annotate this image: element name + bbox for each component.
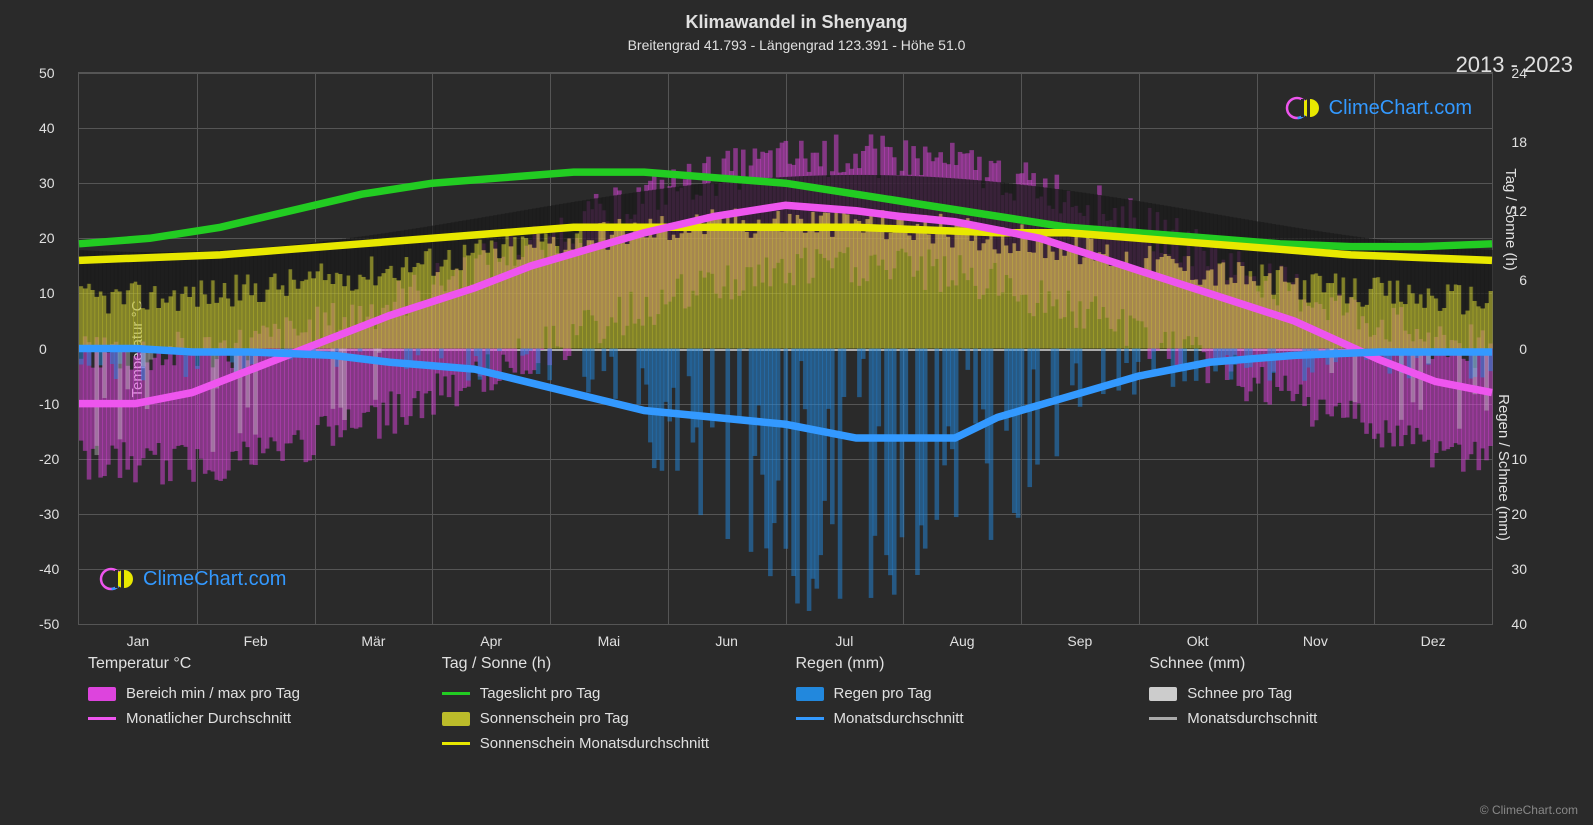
x-tick: Dez xyxy=(1421,633,1446,649)
legend-item-label: Monatsdurchschnitt xyxy=(1187,710,1317,727)
legend-column: Temperatur °C Bereich min / max pro Tag Mo… xyxy=(78,655,432,805)
y-tick-left: -40 xyxy=(39,561,59,577)
legend-item: Monatsdurchschnitt xyxy=(796,710,1130,727)
legend-item-label: Sonnenschein pro Tag xyxy=(480,710,629,727)
logo-icon xyxy=(1285,93,1325,123)
x-tick: Jul xyxy=(835,633,853,649)
plot-svg xyxy=(79,73,1492,624)
legend-item: Tageslicht pro Tag xyxy=(442,685,776,702)
legend-item-label: Monatsdurchschnitt xyxy=(834,710,964,727)
y-tick-left: -30 xyxy=(39,506,59,522)
x-tick: Feb xyxy=(244,633,268,649)
legend-item: Bereich min / max pro Tag xyxy=(88,685,422,702)
legend-column-title: Temperatur °C xyxy=(88,655,422,673)
x-tick: Apr xyxy=(480,633,502,649)
climate-chart: Klimawandel in Shenyang Breitengrad 41.7… xyxy=(0,0,1593,825)
chart-subtitle: Breitengrad 41.793 - Längengrad 123.391 … xyxy=(0,33,1593,53)
y-tick-left: 10 xyxy=(39,285,55,301)
legend-swatch-icon xyxy=(88,687,116,701)
legend-line-icon xyxy=(442,692,470,695)
watermark-top: ClimeChart.com xyxy=(1285,93,1472,123)
legend-item: Monatsdurchschnitt xyxy=(1149,710,1483,727)
legend-swatch-icon xyxy=(442,712,470,726)
y-tick-right: 0 xyxy=(1519,341,1527,357)
legend-column: Schnee (mm) Schnee pro Tag Monatsdurchschn… xyxy=(1139,655,1493,805)
legend-column-title: Tag / Sonne (h) xyxy=(442,655,776,673)
y-tick-left: 50 xyxy=(39,65,55,81)
legend-item: Sonnenschein pro Tag xyxy=(442,710,776,727)
y-tick-left: -20 xyxy=(39,451,59,467)
watermark-text: ClimeChart.com xyxy=(1329,97,1472,120)
y-tick-left: 0 xyxy=(39,341,47,357)
y-tick-left: 40 xyxy=(39,120,55,136)
legend-item-label: Bereich min / max pro Tag xyxy=(126,685,300,702)
legend-item-label: Regen pro Tag xyxy=(834,685,932,702)
y-tick-left: -50 xyxy=(39,616,59,632)
y-tick-right: 10 xyxy=(1511,451,1527,467)
y-tick-right: 20 xyxy=(1511,506,1527,522)
y-tick-right: 30 xyxy=(1511,561,1527,577)
x-tick: Nov xyxy=(1303,633,1328,649)
x-tick: Okt xyxy=(1187,633,1209,649)
plot-area: Temperatur °C Tag / Sonne (h) Regen / Sc… xyxy=(78,72,1493,625)
legend-item: Schnee pro Tag xyxy=(1149,685,1483,702)
y-tick-right: 18 xyxy=(1511,134,1527,150)
legend-column-title: Regen (mm) xyxy=(796,655,1130,673)
legend-column: Regen (mm) Regen pro Tag Monatsdurchschnit… xyxy=(786,655,1140,805)
legend-swatch-icon xyxy=(796,687,824,701)
legend-item: Monatlicher Durchschnitt xyxy=(88,710,422,727)
legend-column-title: Schnee (mm) xyxy=(1149,655,1483,673)
y-tick-right: 6 xyxy=(1519,272,1527,288)
gridline-h xyxy=(79,624,1492,625)
x-tick: Sep xyxy=(1067,633,1092,649)
legend-item-label: Sonnenschein Monatsdurchschnitt xyxy=(480,735,709,752)
watermark-bottom: ClimeChart.com xyxy=(99,564,286,594)
legend-swatch-icon xyxy=(1149,687,1177,701)
legend-item: Sonnenschein Monatsdurchschnitt xyxy=(442,735,776,752)
legend-item-label: Schnee pro Tag xyxy=(1187,685,1292,702)
legend-column: Tag / Sonne (h) Tageslicht pro Tag Sonnens… xyxy=(432,655,786,805)
x-tick: Mär xyxy=(361,633,385,649)
y-axis-right-bot-label: Regen / Schnee (mm) xyxy=(1495,394,1512,541)
y-tick-right: 12 xyxy=(1511,203,1527,219)
legend-line-icon xyxy=(442,742,470,745)
y-tick-right: 24 xyxy=(1511,65,1527,81)
legend-line-icon xyxy=(88,717,116,720)
watermark-text: ClimeChart.com xyxy=(143,568,286,591)
legend: Temperatur °C Bereich min / max pro Tag Mo… xyxy=(78,655,1493,805)
x-tick: Aug xyxy=(950,633,975,649)
logo-icon xyxy=(99,564,139,594)
chart-title: Klimawandel in Shenyang xyxy=(0,0,1593,33)
y-tick-left: 30 xyxy=(39,175,55,191)
legend-line-icon xyxy=(796,717,824,720)
legend-item-label: Monatlicher Durchschnitt xyxy=(126,710,291,727)
y-tick-left: -10 xyxy=(39,396,59,412)
x-tick: Jan xyxy=(127,633,150,649)
x-tick: Jun xyxy=(715,633,738,649)
legend-line-icon xyxy=(1149,717,1177,720)
copyright: © ClimeChart.com xyxy=(1480,803,1578,817)
x-tick: Mai xyxy=(598,633,621,649)
y-tick-right: 40 xyxy=(1511,616,1527,632)
y-tick-left: 20 xyxy=(39,230,55,246)
y-axis-right-top-label: Tag / Sonne (h) xyxy=(1502,168,1519,271)
legend-item: Regen pro Tag xyxy=(796,685,1130,702)
legend-item-label: Tageslicht pro Tag xyxy=(480,685,601,702)
